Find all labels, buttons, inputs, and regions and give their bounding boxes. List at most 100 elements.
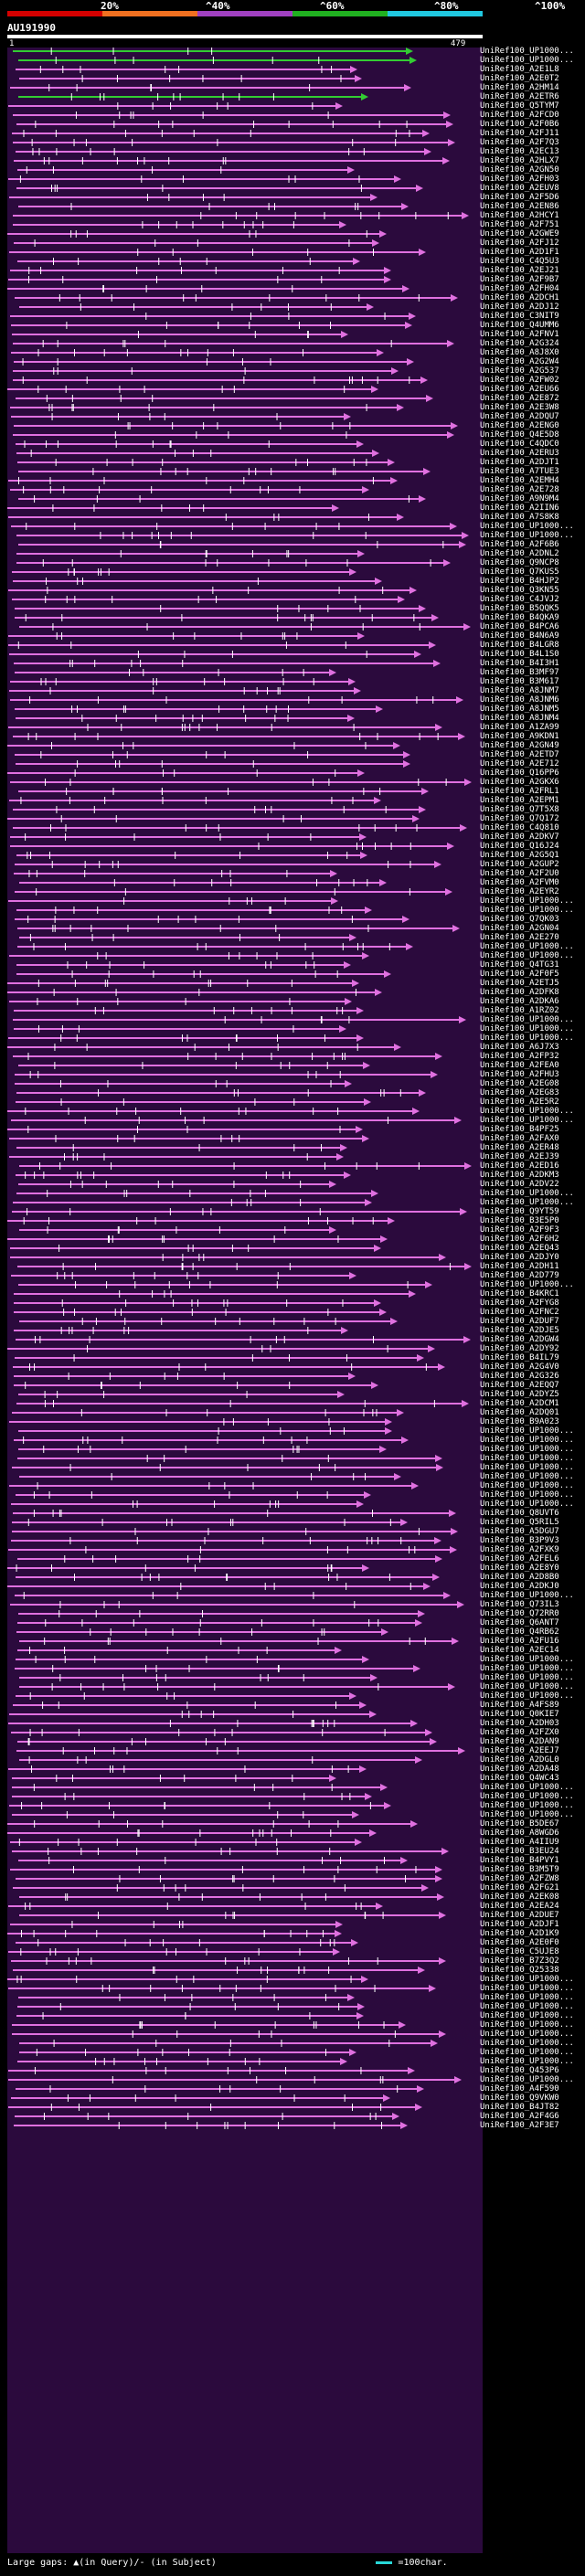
hit-label[interactable]: UniRef100_UP1000... bbox=[480, 1682, 574, 1691]
hit-label[interactable]: UniRef100_A2GN50 bbox=[480, 165, 559, 175]
hit-label[interactable]: UniRef100_A2EA24 bbox=[480, 1902, 559, 1911]
hit-label[interactable]: UniRef100_A2GUP2 bbox=[480, 860, 559, 869]
hit-label[interactable]: UniRef100_UP1000... bbox=[480, 1801, 574, 1810]
hit-label[interactable]: UniRef100_A2F6B6 bbox=[480, 540, 559, 549]
hit-label[interactable]: UniRef100_A7TUE3 bbox=[480, 467, 559, 476]
hit-label[interactable]: UniRef100_A9N9M4 bbox=[480, 494, 559, 504]
hit-label[interactable]: UniRef100_UP1000... bbox=[480, 56, 574, 65]
hit-label[interactable]: UniRef100_A2F7Q3 bbox=[480, 138, 559, 147]
hit-label[interactable]: UniRef100_A8JNM5 bbox=[480, 705, 559, 714]
hit-label[interactable]: UniRef100_B4KRC1 bbox=[480, 1289, 559, 1299]
hit-label[interactable]: UniRef100_A2EN86 bbox=[480, 202, 559, 211]
hit-label[interactable]: UniRef100_A2FU16 bbox=[480, 1637, 559, 1646]
hit-label[interactable]: UniRef100_A2EG83 bbox=[480, 1088, 559, 1097]
hit-label[interactable]: UniRef100_A4F590 bbox=[480, 2084, 559, 2094]
hit-label[interactable]: UniRef100_UP1000... bbox=[480, 1792, 574, 1801]
hit-label[interactable]: UniRef100_UP1000... bbox=[480, 2030, 574, 2039]
hit-label[interactable]: UniRef100_UP1000... bbox=[480, 47, 574, 56]
hit-label[interactable]: UniRef100_A2E8Y0 bbox=[480, 1564, 559, 1573]
hit-label[interactable]: UniRef100_A2DCM1 bbox=[480, 1399, 559, 1408]
hit-label[interactable]: UniRef100_A2ETJ5 bbox=[480, 979, 559, 988]
hit-label[interactable]: UniRef100_A2EPM1 bbox=[480, 796, 559, 805]
hit-label[interactable]: UniRef100_A2F3E7 bbox=[480, 2121, 559, 2130]
hit-label[interactable]: UniRef100_A2FVM0 bbox=[480, 878, 559, 887]
hit-label[interactable]: UniRef100_Q9YT59 bbox=[480, 1207, 559, 1216]
hit-label[interactable]: UniRef100_B7Z3Q2 bbox=[480, 1956, 559, 1966]
hit-label[interactable]: UniRef100_UP1000... bbox=[480, 942, 574, 951]
hit-label[interactable]: UniRef100_UP1000... bbox=[480, 1426, 574, 1436]
hit-label[interactable]: UniRef100_UP1000... bbox=[480, 896, 574, 906]
hit-label[interactable]: UniRef100_A2D8B0 bbox=[480, 1573, 559, 1582]
hit-label[interactable]: UniRef100_A2DNL2 bbox=[480, 549, 559, 558]
hit-label[interactable]: UniRef100_A2DJ12 bbox=[480, 302, 559, 312]
hit-label[interactable]: UniRef100_UP1000... bbox=[480, 1116, 574, 1125]
hit-label[interactable]: UniRef100_Q16PP6 bbox=[480, 769, 559, 778]
hit-label[interactable]: UniRef100_C5UJE8 bbox=[480, 1947, 559, 1956]
hit-label[interactable]: UniRef100_A2FXK9 bbox=[480, 1545, 559, 1554]
hit-label[interactable]: UniRef100_A2DQU7 bbox=[480, 412, 559, 421]
hit-label[interactable]: UniRef100_A2DH11 bbox=[480, 1262, 559, 1271]
hit-label[interactable]: UniRef100_Q4UMM6 bbox=[480, 321, 559, 330]
hit-label[interactable]: UniRef100_Q4WC43 bbox=[480, 1774, 559, 1783]
hit-label[interactable]: UniRef100_C4JVJ2 bbox=[480, 595, 559, 604]
hit-label[interactable]: UniRef100_A2DUE7 bbox=[480, 1911, 559, 1920]
hit-label[interactable]: UniRef100_A2ETR6 bbox=[480, 92, 559, 101]
hit-label[interactable]: UniRef100_Q5RIL5 bbox=[480, 1518, 559, 1527]
hit-label[interactable]: UniRef100_A2EEJ7 bbox=[480, 1746, 559, 1755]
hit-label[interactable]: UniRef100_A2G5Q1 bbox=[480, 851, 559, 860]
hit-label[interactable]: UniRef100_B5DE67 bbox=[480, 1819, 559, 1829]
hit-label[interactable]: UniRef100_A2DA48 bbox=[480, 1765, 559, 1774]
hit-label[interactable]: UniRef100_A2G326 bbox=[480, 1372, 559, 1381]
hit-label[interactable]: UniRef100_UP1000... bbox=[480, 2075, 574, 2084]
hit-label[interactable]: UniRef100_B4PF25 bbox=[480, 1125, 559, 1134]
hit-label[interactable]: UniRef100_A2FHU3 bbox=[480, 1070, 559, 1079]
hit-label[interactable]: UniRef100_UP1000... bbox=[480, 1481, 574, 1490]
hit-label[interactable]: UniRef100_A2D779 bbox=[480, 1271, 559, 1280]
hit-label[interactable]: UniRef100_B3M5T9 bbox=[480, 1865, 559, 1874]
hit-label[interactable]: UniRef100_UP1000... bbox=[480, 1673, 574, 1682]
hit-label[interactable]: UniRef100_B4QKA9 bbox=[480, 613, 559, 622]
hit-label[interactable]: UniRef100_A2EYR2 bbox=[480, 887, 559, 896]
hit-label[interactable]: UniRef100_A2G4V0 bbox=[480, 1362, 559, 1372]
hit-label[interactable]: UniRef100_A2DGL0 bbox=[480, 1755, 559, 1765]
hit-label[interactable]: UniRef100_A7S8K8 bbox=[480, 513, 559, 522]
hit-label[interactable]: UniRef100_B9A023 bbox=[480, 1417, 559, 1426]
hit-label[interactable]: UniRef100_A8JNM7 bbox=[480, 686, 559, 695]
hit-label[interactable]: UniRef100_A2F6H2 bbox=[480, 1235, 559, 1244]
hit-label[interactable]: UniRef100_A2ETD7 bbox=[480, 750, 559, 759]
hit-label[interactable]: UniRef100_Q4RB62 bbox=[480, 1627, 559, 1637]
hit-label[interactable]: UniRef100_A2D1F1 bbox=[480, 248, 559, 257]
hit-label[interactable]: UniRef100_Q3KN55 bbox=[480, 586, 559, 595]
hit-label[interactable]: UniRef100_UP1000... bbox=[480, 1198, 574, 1207]
hit-label[interactable]: UniRef100_Q16J24 bbox=[480, 842, 559, 851]
hit-label[interactable]: UniRef100_A1ZA99 bbox=[480, 723, 559, 732]
hit-label[interactable]: UniRef100_Q7KUS5 bbox=[480, 567, 559, 577]
hit-label[interactable]: UniRef100_UP1000... bbox=[480, 1664, 574, 1673]
hit-label[interactable]: UniRef100_A9KDN1 bbox=[480, 732, 559, 741]
hit-label[interactable]: UniRef100_UP1000... bbox=[480, 2057, 574, 2066]
hit-label[interactable]: UniRef100_A2DKV7 bbox=[480, 832, 559, 842]
hit-label[interactable]: UniRef100_A2FJ12 bbox=[480, 239, 559, 248]
hit-label[interactable]: UniRef100_A2FYG8 bbox=[480, 1299, 559, 1308]
hit-label[interactable]: UniRef100_UP1000... bbox=[480, 2011, 574, 2020]
hit-label[interactable]: UniRef100_A2EC14 bbox=[480, 1646, 559, 1655]
hit-label[interactable]: UniRef100_A2FZX0 bbox=[480, 1728, 559, 1737]
hit-label[interactable]: UniRef100_UP1000... bbox=[480, 1189, 574, 1198]
hit-label[interactable]: UniRef100_A2FAX0 bbox=[480, 1134, 559, 1143]
hit-label[interactable]: UniRef100_UP1000... bbox=[480, 1691, 574, 1701]
hit-label[interactable]: UniRef100_B4LGR8 bbox=[480, 641, 559, 650]
hit-label[interactable]: UniRef100_A2F9F3 bbox=[480, 1225, 559, 1235]
hit-label[interactable]: UniRef100_UP1000... bbox=[480, 1810, 574, 1819]
hit-label[interactable]: UniRef100_A2F751 bbox=[480, 220, 559, 229]
hit-label[interactable]: UniRef100_B4HJP2 bbox=[480, 577, 559, 586]
hit-label[interactable]: UniRef100_A2FCD0 bbox=[480, 111, 559, 120]
hit-label[interactable]: UniRef100_A2E728 bbox=[480, 485, 559, 494]
hit-label[interactable]: UniRef100_Q6ANT7 bbox=[480, 1618, 559, 1627]
hit-label[interactable]: UniRef100_C4Q5U3 bbox=[480, 257, 559, 266]
hit-label[interactable]: UniRef100_A2E712 bbox=[480, 759, 559, 769]
hit-label[interactable]: UniRef100_UP1000... bbox=[480, 1280, 574, 1289]
hit-label[interactable]: UniRef100_A2FNV1 bbox=[480, 330, 559, 339]
hit-label[interactable]: UniRef100_A1RZ02 bbox=[480, 1006, 559, 1015]
hit-label[interactable]: UniRef100_Q72RR0 bbox=[480, 1609, 559, 1618]
hit-label[interactable]: UniRef100_A2DJY0 bbox=[480, 1253, 559, 1262]
